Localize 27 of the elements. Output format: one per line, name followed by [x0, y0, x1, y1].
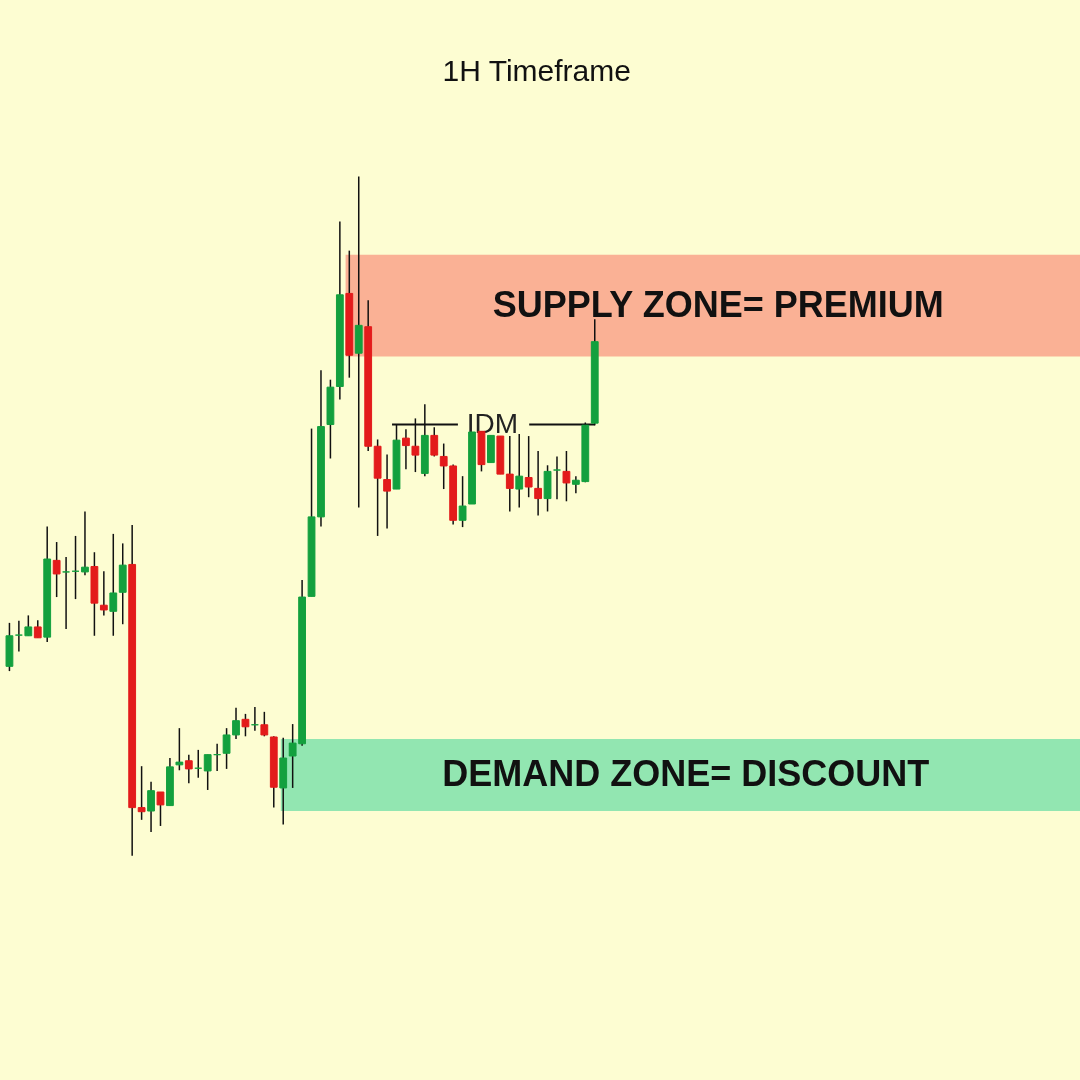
candlestick	[52, 541, 61, 598]
candlestick	[260, 711, 269, 738]
candlestick	[354, 175, 363, 509]
candlestick	[524, 435, 533, 498]
candlestick	[14, 620, 23, 653]
candlestick	[175, 727, 184, 772]
candlestick	[24, 614, 33, 637]
candlestick	[534, 450, 543, 517]
candlestick	[203, 753, 212, 791]
band-label: SUPPLY ZONE= PREMIUM	[492, 283, 944, 325]
candlestick	[81, 510, 89, 577]
ref-line-label: IDM	[466, 407, 519, 439]
candlestick	[147, 781, 155, 833]
chart-title: 1H Timeframe	[442, 54, 631, 87]
candlestick	[184, 753, 193, 784]
candlestick	[137, 765, 146, 821]
candlestick	[156, 791, 165, 827]
band-label: DEMAND ZONE= DISCOUNT	[442, 753, 930, 795]
candlestick	[241, 713, 250, 738]
candlestick	[505, 435, 514, 513]
candlestick	[515, 433, 524, 509]
candlestick	[458, 475, 467, 528]
candlestick	[383, 453, 391, 530]
candlestick	[562, 450, 571, 503]
candlestick	[402, 428, 410, 471]
candlestick	[109, 533, 118, 637]
candlestick	[99, 570, 108, 617]
